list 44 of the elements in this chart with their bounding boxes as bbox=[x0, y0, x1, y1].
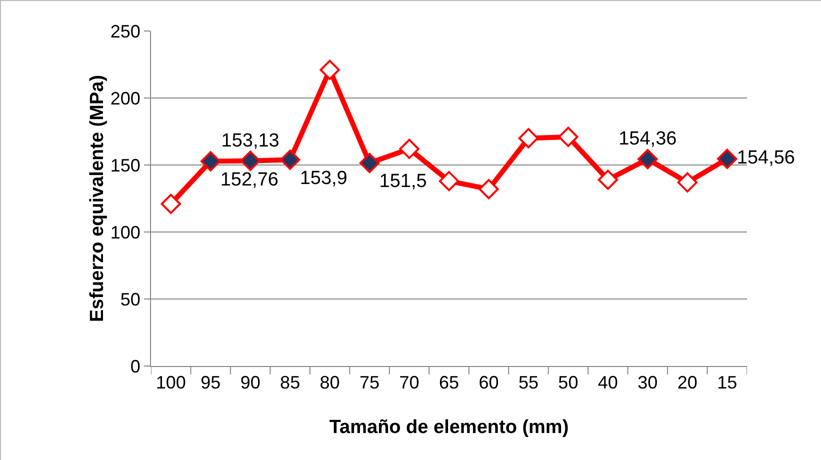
point bbox=[160, 194, 181, 214]
x-tick-label: 95 bbox=[200, 372, 221, 393]
point bbox=[359, 152, 380, 174]
point bbox=[717, 148, 738, 169]
point bbox=[240, 150, 260, 171]
data-label: 151,5 bbox=[379, 170, 427, 192]
x-tick-label: 30 bbox=[638, 372, 658, 393]
data-label: 152,76 bbox=[220, 169, 278, 190]
point bbox=[320, 60, 340, 80]
x-tick-label: 100 bbox=[156, 372, 186, 393]
point bbox=[399, 138, 420, 160]
data-label: 154,36 bbox=[618, 128, 677, 150]
y-tick-label: 100 bbox=[110, 222, 140, 242]
x-tick-label: 90 bbox=[240, 372, 260, 393]
y-tick-label: 200 bbox=[110, 88, 140, 108]
x-tick-label: 80 bbox=[320, 372, 340, 393]
point bbox=[478, 179, 499, 200]
x-axis-title: Tamaño de elemento (mm) bbox=[329, 417, 569, 438]
x-tick-label: 55 bbox=[518, 372, 538, 393]
point bbox=[280, 150, 300, 170]
data-label: 154,56 bbox=[736, 148, 796, 169]
data-label: 153,13 bbox=[221, 130, 280, 152]
x-tick-label: 65 bbox=[438, 372, 460, 393]
point bbox=[638, 149, 658, 170]
y-axis-title: Esfuerzo equivalente (MPa) bbox=[87, 74, 108, 322]
point bbox=[518, 128, 539, 148]
x-tick-label: 15 bbox=[717, 372, 738, 393]
y-tick-label: 250 bbox=[110, 21, 140, 42]
point bbox=[438, 170, 460, 192]
y-tick-label: 50 bbox=[120, 289, 140, 310]
data-label: 153,9 bbox=[300, 168, 348, 189]
x-tick-label: 75 bbox=[360, 372, 380, 393]
y-tick-label: 150 bbox=[110, 155, 140, 176]
x-tick-label: 70 bbox=[399, 372, 420, 393]
point bbox=[598, 170, 618, 190]
x-tick-label: 60 bbox=[478, 372, 499, 393]
point bbox=[200, 151, 221, 172]
point bbox=[558, 126, 578, 147]
x-tick-label: 20 bbox=[677, 372, 698, 393]
y-tick-label: 0 bbox=[130, 356, 140, 376]
x-tick-label: 40 bbox=[598, 372, 618, 393]
x-tick-label: 85 bbox=[280, 372, 300, 393]
point bbox=[677, 172, 698, 193]
x-tick-label: 50 bbox=[558, 372, 578, 393]
